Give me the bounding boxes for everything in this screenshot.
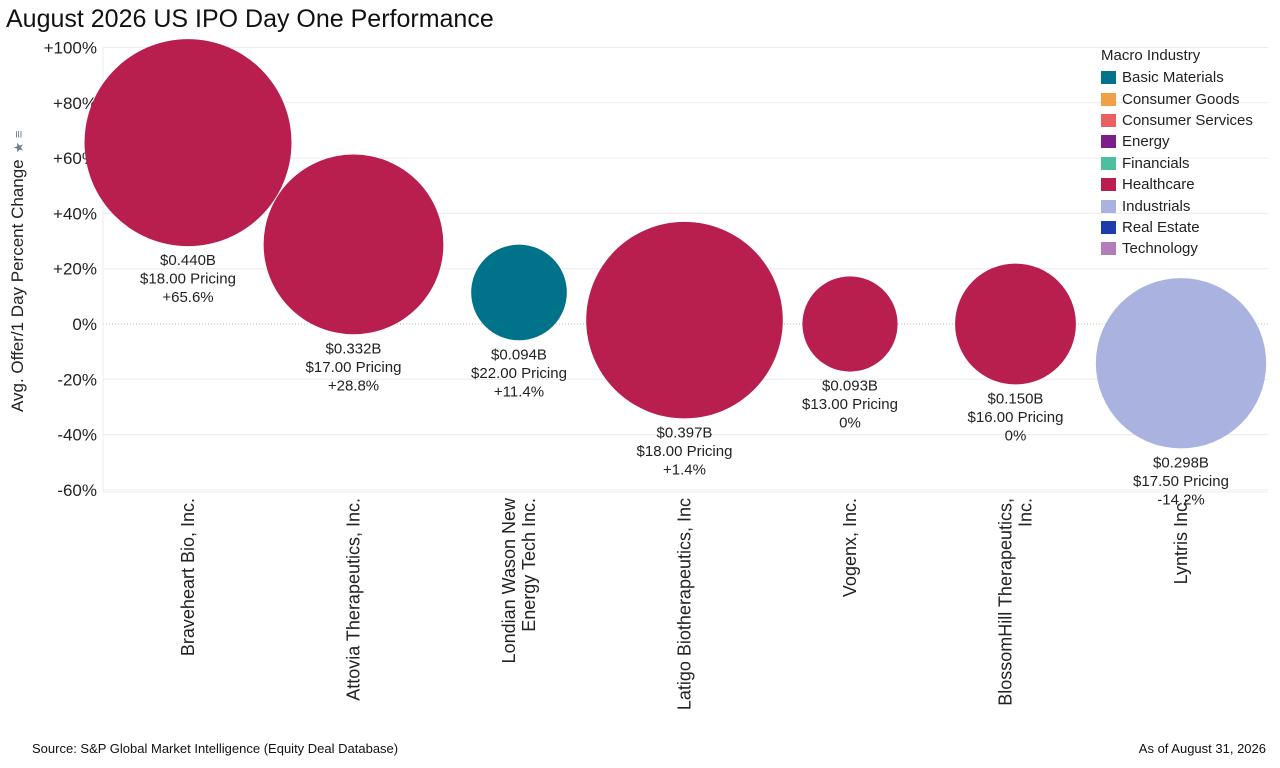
legend-swatch [1101, 156, 1116, 170]
legend-label: Healthcare [1122, 176, 1195, 194]
legend-swatch [1101, 242, 1116, 256]
pricing-label: $17.00 Pricing [306, 359, 402, 376]
bubble[interactable] [955, 263, 1076, 385]
change-label: 0% [1005, 427, 1027, 444]
x-tick-label: Londian Wason New [499, 497, 519, 663]
legend-item[interactable]: Consumer Services [1101, 110, 1253, 131]
x-tick-label: Latigo Biotherapeutics, Inc [675, 498, 695, 710]
x-tick-label: Inc. [1016, 498, 1036, 527]
bubble[interactable] [263, 154, 444, 335]
gridlines [102, 46, 1268, 493]
y-tick-label: -60% [57, 481, 97, 500]
source-note: Source: S&P Global Market Intelligence (… [32, 741, 399, 756]
pin-icon[interactable]: ★ ≡ [11, 130, 26, 154]
legend-item[interactable]: Technology [1101, 238, 1253, 259]
chart-title: August 2026 US IPO Day One Performance [6, 5, 494, 33]
change-label: 0% [839, 415, 861, 432]
bubble[interactable] [1095, 278, 1267, 449]
x-tick-label: Vogenx, Inc. [840, 498, 860, 597]
y-tick-label: +100% [44, 39, 97, 58]
legend-swatch [1101, 113, 1116, 127]
legend-label: Energy [1122, 133, 1170, 151]
x-axis-ticks: Braveheart Bio, Inc. Attovia Therapeutics… [178, 497, 1191, 710]
change-label: +1.4% [663, 461, 706, 478]
legend-label: Real Estate [1122, 218, 1200, 236]
legend-item[interactable]: Industrials [1101, 195, 1253, 216]
deal-size-label: $0.440B [160, 252, 216, 269]
pricing-label: $13.00 Pricing [802, 396, 898, 413]
legend-title: Macro Industry [1101, 47, 1201, 64]
legend: Macro Industry Basic Materials Consumer G… [1101, 47, 1253, 260]
legend-swatch [1101, 178, 1116, 192]
bubble[interactable] [802, 276, 898, 372]
legend-swatch [1101, 199, 1116, 213]
y-tick-label: 0% [72, 315, 97, 334]
pricing-label: $16.00 Pricing [968, 409, 1064, 426]
x-tick-label: Lyntris Inc. [1171, 498, 1191, 584]
pricing-label: $22.00 Pricing [471, 365, 567, 382]
x-tick-label: BlossomHill Therapeutics, [996, 498, 1016, 706]
legend-label: Basic Materials [1122, 69, 1224, 87]
legend-label: Consumer Goods [1122, 90, 1240, 108]
change-label: +11.4% [494, 383, 544, 400]
y-tick-label: +40% [53, 204, 97, 223]
y-tick-label: -40% [57, 426, 97, 445]
legend-swatch [1101, 92, 1116, 106]
deal-size-label: $0.397B [657, 424, 713, 441]
x-tick-label: Attovia Therapeutics, Inc. [344, 498, 364, 701]
legend-item[interactable]: Energy [1101, 131, 1253, 152]
pricing-label: $17.50 Pricing [1133, 473, 1229, 490]
legend-label: Consumer Services [1122, 111, 1253, 129]
y-tick-label: -20% [57, 370, 97, 389]
deal-size-label: $0.150B [988, 390, 1044, 407]
pricing-label: $18.00 Pricing [637, 443, 733, 460]
bubble[interactable] [84, 39, 292, 247]
deal-size-label: $0.332B [326, 340, 382, 357]
legend-item[interactable]: Consumer Goods [1101, 88, 1253, 109]
x-tick-label: Braveheart Bio, Inc. [178, 498, 198, 656]
legend-item[interactable]: Real Estate [1101, 217, 1253, 238]
bubbles [84, 39, 1267, 449]
x-tick-label: Energy Tech Inc. [519, 498, 539, 632]
legend-item[interactable]: Healthcare [1101, 174, 1253, 195]
deal-size-label: $0.093B [822, 378, 878, 395]
change-label: +28.8% [328, 377, 379, 394]
y-axis-ticks: +100%+80%+60%+40%+20%0%-20%-40%-60% [44, 39, 97, 500]
y-tick-label: +20% [53, 260, 97, 279]
legend-swatch [1101, 71, 1116, 85]
as-of-date: As of August 31, 2026 [1138, 741, 1266, 756]
bubble-labels: $0.440B$18.00 Pricing+65.6%$0.332B$17.00… [140, 252, 1229, 508]
legend-label: Financials [1122, 154, 1190, 172]
y-tick-label: +80% [53, 94, 97, 113]
legend-label: Technology [1122, 240, 1198, 258]
change-label: +65.6% [162, 289, 213, 306]
legend-swatch [1101, 135, 1116, 149]
bubble[interactable] [471, 244, 567, 341]
deal-size-label: $0.094B [491, 346, 547, 363]
change-label: -14.2% [1157, 491, 1205, 508]
legend-item[interactable]: Financials [1101, 153, 1253, 174]
legend-item[interactable]: Basic Materials [1101, 67, 1253, 88]
y-axis-label: Avg. Offer/1 Day Percent Change★ ≡ [8, 130, 27, 413]
pricing-label: $18.00 Pricing [140, 271, 236, 288]
legend-swatch [1101, 220, 1116, 234]
bubble[interactable] [586, 221, 783, 419]
legend-label: Industrials [1122, 197, 1191, 215]
deal-size-label: $0.298B [1153, 454, 1209, 471]
